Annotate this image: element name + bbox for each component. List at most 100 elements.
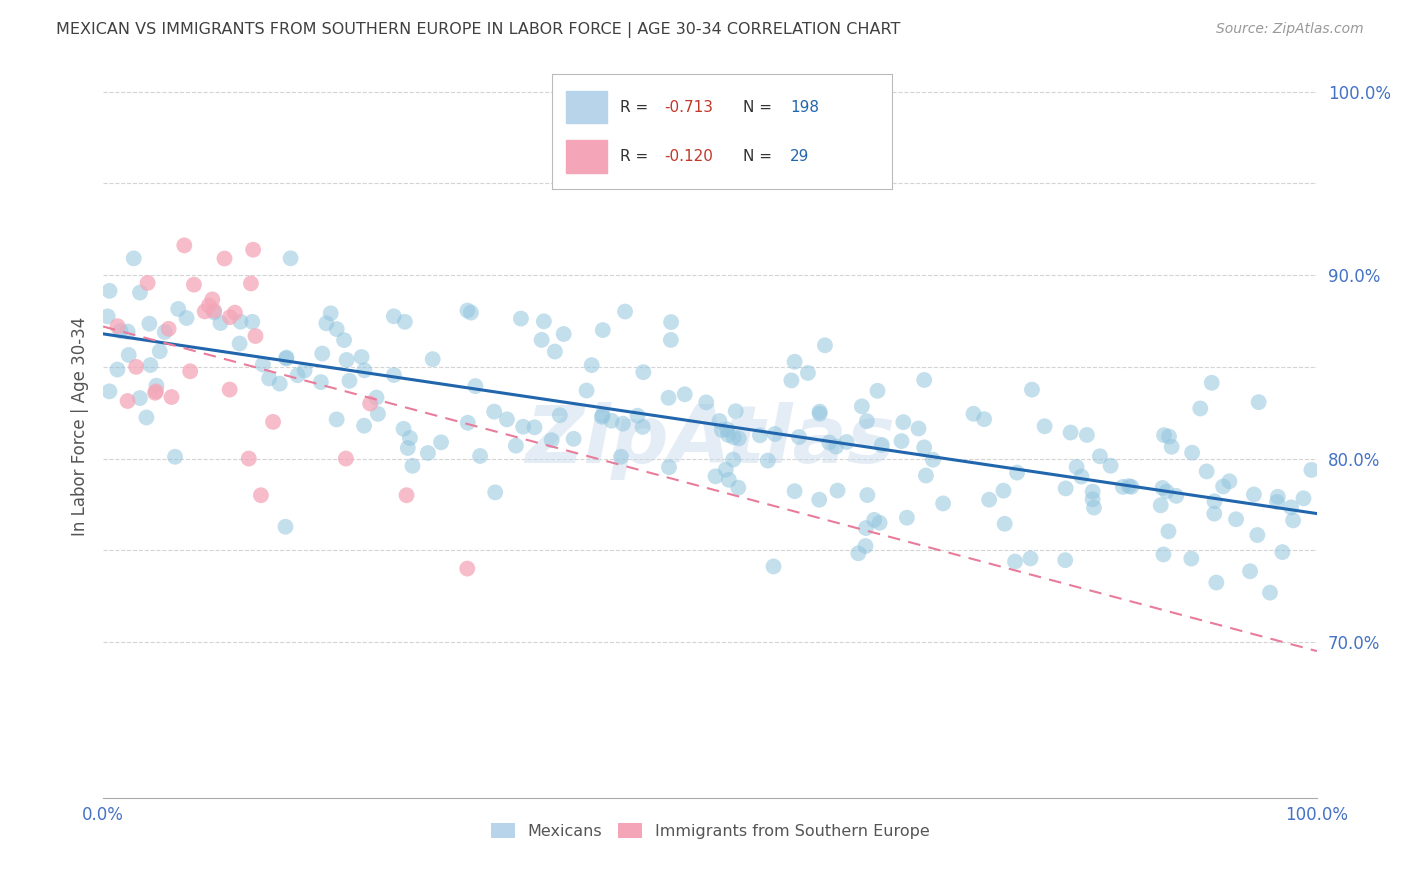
Point <box>695 395 717 409</box>
Point <box>855 521 877 535</box>
Point <box>107 319 129 334</box>
Point <box>993 483 1015 498</box>
Point <box>245 329 267 343</box>
Point <box>160 390 183 404</box>
Point <box>912 373 935 387</box>
Point <box>1243 487 1265 501</box>
Point <box>319 306 342 320</box>
Point <box>835 434 858 449</box>
Point <box>1180 551 1202 566</box>
Point <box>229 315 252 329</box>
Point <box>932 496 955 510</box>
Point <box>787 430 810 444</box>
Point <box>336 353 359 368</box>
Point <box>1212 479 1234 493</box>
Point <box>979 492 1001 507</box>
Point <box>907 421 929 435</box>
Point <box>523 420 546 434</box>
Point <box>129 285 152 300</box>
Y-axis label: In Labor Force | Age 30-34: In Labor Force | Age 30-34 <box>72 317 89 536</box>
Point <box>315 316 337 330</box>
Point <box>749 428 772 442</box>
Point <box>870 438 893 452</box>
Point <box>209 316 232 330</box>
Point <box>202 303 225 318</box>
Point <box>710 423 733 437</box>
Point <box>716 422 738 436</box>
Point <box>176 310 198 325</box>
Point <box>808 407 831 421</box>
Point <box>756 453 779 467</box>
Point <box>723 430 745 444</box>
Point <box>855 539 877 553</box>
Point <box>1189 401 1212 416</box>
Point <box>382 310 405 324</box>
Point <box>139 358 162 372</box>
Point <box>201 293 224 307</box>
Point <box>1054 482 1077 496</box>
Point <box>333 333 356 347</box>
Point <box>891 415 914 429</box>
Point <box>814 338 837 352</box>
Point <box>783 484 806 499</box>
Point <box>274 520 297 534</box>
Point <box>218 383 240 397</box>
Point <box>399 431 422 445</box>
Point <box>869 516 891 530</box>
Point <box>1054 553 1077 567</box>
Point <box>107 362 129 376</box>
Point <box>460 305 482 319</box>
Point <box>1160 440 1182 454</box>
Point <box>382 368 405 382</box>
Point <box>167 301 190 316</box>
Point <box>149 344 172 359</box>
Point <box>994 516 1017 531</box>
Point <box>1157 524 1180 539</box>
Point <box>496 412 519 426</box>
Point <box>117 394 139 409</box>
Point <box>219 310 242 325</box>
Point <box>1099 458 1122 473</box>
Point <box>309 375 332 389</box>
Point <box>1112 480 1135 494</box>
Point <box>1066 459 1088 474</box>
Point <box>866 384 889 398</box>
Point <box>912 441 935 455</box>
Point <box>612 417 634 431</box>
Point <box>118 348 141 362</box>
Point <box>1239 564 1261 578</box>
Point <box>228 336 250 351</box>
Point <box>890 434 912 448</box>
Point <box>287 368 309 383</box>
Point <box>763 427 786 442</box>
Point <box>592 323 614 337</box>
Point <box>238 451 260 466</box>
Point <box>1121 480 1143 494</box>
Point <box>915 468 938 483</box>
Point <box>657 391 679 405</box>
Point <box>110 324 132 338</box>
Point <box>456 561 478 575</box>
Point <box>1265 495 1288 509</box>
Point <box>818 435 841 450</box>
Point <box>163 450 186 464</box>
Point <box>269 376 291 391</box>
Point <box>135 410 157 425</box>
Point <box>856 488 879 502</box>
Point <box>505 439 527 453</box>
Point <box>592 409 614 423</box>
Point <box>353 418 375 433</box>
Point <box>1156 484 1178 499</box>
Point <box>1204 507 1226 521</box>
Point <box>179 364 201 378</box>
Point <box>1225 512 1247 526</box>
Point <box>808 404 831 418</box>
Point <box>591 409 613 424</box>
Point <box>512 419 534 434</box>
Point <box>138 317 160 331</box>
Point <box>1195 464 1218 478</box>
Point <box>198 299 221 313</box>
Point <box>724 404 747 418</box>
Point <box>173 238 195 252</box>
Point <box>422 352 444 367</box>
